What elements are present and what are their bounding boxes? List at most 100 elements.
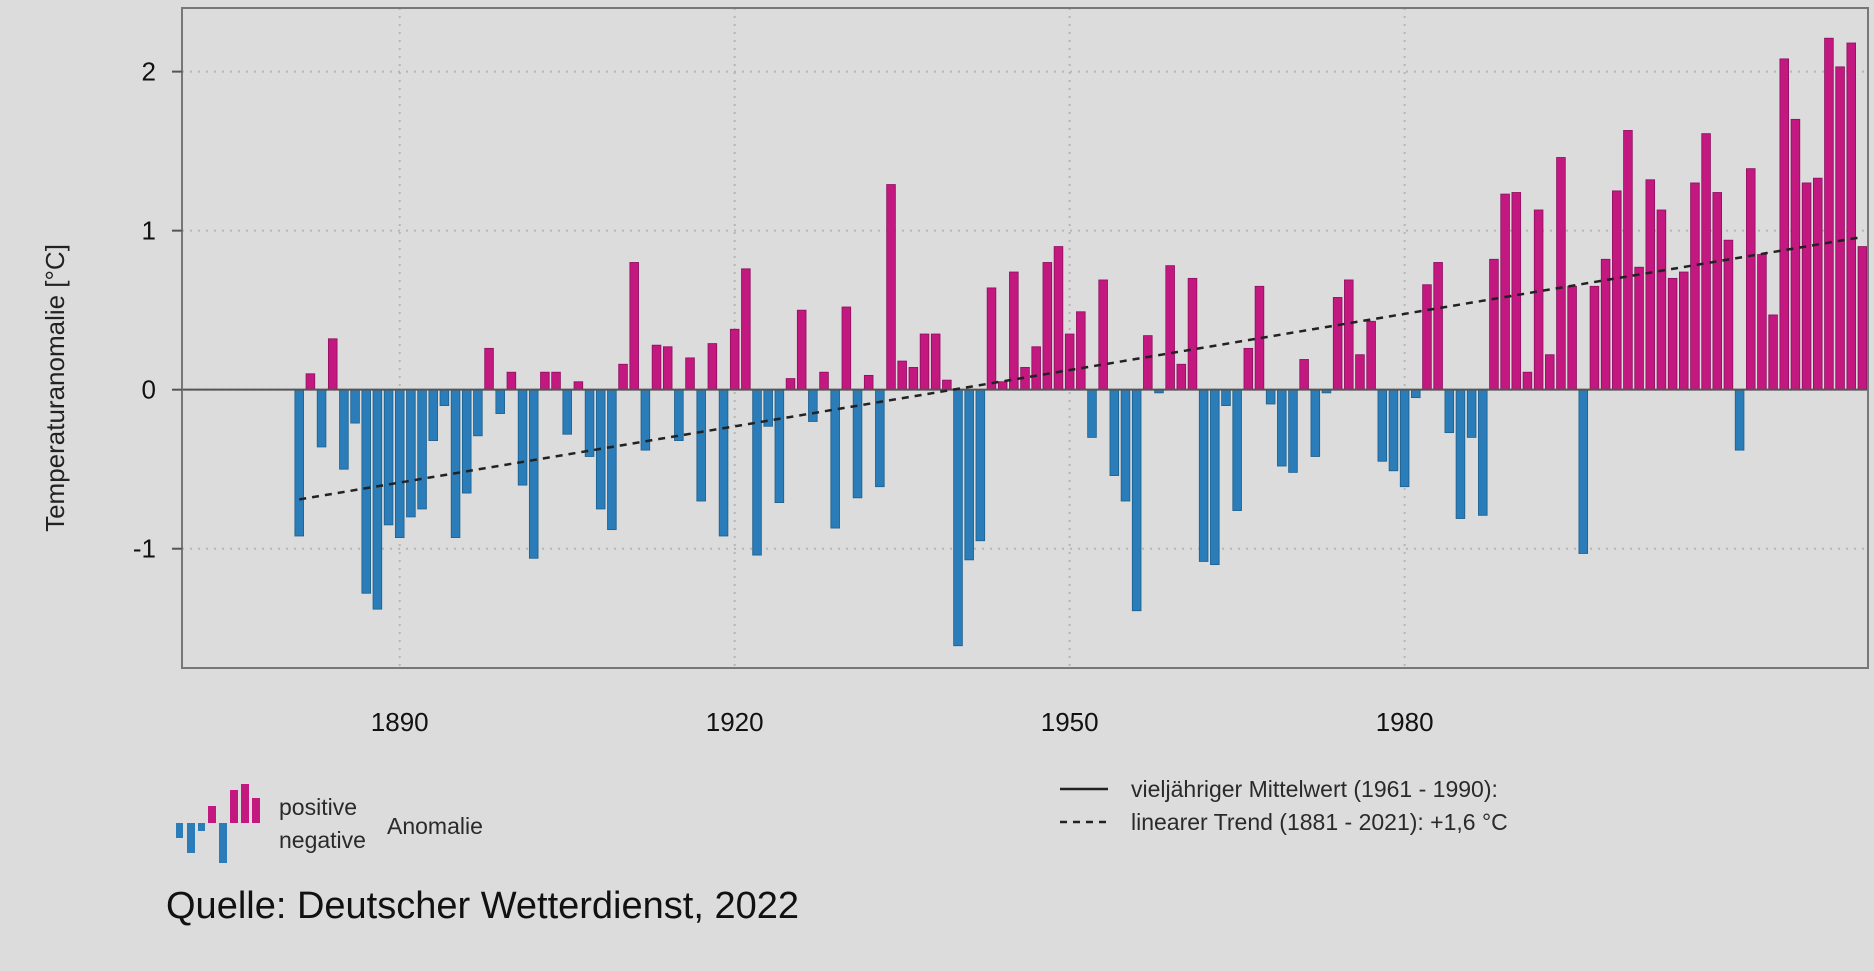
bar-1979 [1388, 389, 1399, 472]
bar-1993 [1545, 354, 1555, 391]
bar-1976 [1355, 354, 1365, 391]
bar-1933 [875, 389, 885, 488]
bar-1965 [1232, 389, 1242, 511]
legend-mean-label: vieljähriger Mittelwert (1961 - 1990): [1131, 776, 1498, 802]
bar-1895 [450, 389, 461, 538]
bar-1886 [350, 389, 360, 424]
bar-1974 [1332, 297, 1343, 391]
bar-1957 [1143, 335, 1153, 391]
bar-1930 [841, 306, 852, 391]
bar-1891 [406, 389, 416, 518]
bar-1963 [1210, 389, 1220, 566]
bar-2011 [1746, 168, 1756, 391]
y-tick-label: -1 [133, 534, 156, 564]
bar-1939 [942, 379, 952, 391]
line-legend: vieljähriger Mittelwert (1961 - 1990): l… [1060, 776, 1508, 835]
bar-1906 [573, 381, 584, 391]
bar-1991 [1522, 371, 1533, 391]
bar-1985 [1455, 389, 1466, 519]
x-tick-label: 1890 [371, 707, 429, 737]
bar-1913 [651, 344, 662, 391]
bar-1938 [930, 333, 941, 391]
bar-1909 [607, 389, 617, 531]
bar-1903 [540, 371, 550, 391]
bar-1904 [551, 371, 561, 391]
y-tick-label: 1 [142, 216, 156, 246]
bar-1924 [774, 389, 785, 504]
bar-1925 [785, 378, 796, 391]
x-tick-label: 1920 [706, 707, 764, 737]
bar-1969 [1277, 389, 1287, 467]
bar-1882 [305, 373, 316, 391]
bar-1996 [1578, 389, 1589, 554]
anomaly-bars [294, 37, 1868, 647]
bar-1989 [1500, 193, 1510, 391]
legend-negative-bar [198, 823, 205, 831]
bar-1937 [919, 333, 930, 391]
anomaly-legend: positive negative Anomalie [176, 784, 483, 863]
bar-1968 [1265, 389, 1276, 405]
bar-2014 [1779, 58, 1790, 391]
bar-1901 [517, 389, 528, 486]
bar-1885 [339, 389, 349, 470]
bar-1971 [1299, 359, 1309, 391]
bar-1981 [1411, 389, 1421, 399]
legend-positive-bar [230, 790, 238, 823]
bar-1959 [1165, 265, 1175, 391]
legend-negative-bar [176, 823, 183, 838]
bar-2008 [1712, 192, 1723, 391]
legend-anomaly-caption: Anomalie [387, 813, 483, 839]
bar-1944 [997, 381, 1008, 391]
bar-2019 [1835, 66, 1845, 391]
bar-1940 [953, 389, 963, 647]
bar-1921 [741, 268, 751, 391]
legend-positive-bar [241, 784, 249, 823]
bar-1951 [1076, 311, 1086, 391]
bar-1896 [461, 389, 472, 494]
bar-1915 [674, 389, 684, 441]
bar-2013 [1768, 314, 1778, 391]
bar-1905 [562, 389, 572, 435]
bar-1892 [417, 389, 427, 510]
bar-2020 [1846, 42, 1857, 391]
bar-2005 [1679, 271, 1689, 391]
bar-2015 [1790, 118, 1801, 391]
bar-2010 [1734, 389, 1745, 451]
bar-1887 [361, 389, 371, 594]
bar-1962 [1198, 389, 1209, 562]
bar-2009 [1723, 239, 1734, 391]
bar-1960 [1176, 363, 1187, 391]
legend-negative-label: negative [279, 827, 366, 853]
bar-1888 [372, 389, 383, 610]
bar-1947 [1031, 346, 1041, 391]
plot-frame [181, 7, 1869, 669]
bar-2002 [1645, 179, 1656, 391]
bar-1918 [707, 343, 718, 391]
bar-1982 [1422, 284, 1432, 391]
bar-1936 [908, 367, 919, 391]
bar-1994 [1556, 157, 1566, 391]
bar-1988 [1489, 258, 1499, 391]
bar-1899 [495, 389, 505, 414]
bar-1900 [506, 371, 517, 391]
anomaly-legend-icon [176, 784, 260, 863]
legend-trend-label: linearer Trend (1881 - 2021): +1,6 °C [1131, 809, 1508, 835]
bar-1955 [1120, 389, 1131, 502]
bar-1902 [528, 389, 539, 559]
bar-1907 [584, 389, 595, 457]
bar-2007 [1701, 133, 1711, 391]
bar-1881 [294, 389, 304, 537]
bar-1964 [1221, 389, 1231, 406]
bar-1943 [986, 287, 997, 391]
bar-1932 [863, 374, 874, 391]
bar-2004 [1667, 277, 1678, 391]
bar-1950 [1064, 333, 1075, 391]
bar-1975 [1344, 279, 1354, 391]
bar-1914 [662, 346, 673, 391]
bar-1980 [1399, 389, 1410, 488]
bar-1966 [1243, 347, 1254, 391]
bar-1948 [1042, 262, 1053, 391]
bar-1917 [696, 389, 706, 502]
bar-1970 [1288, 389, 1298, 473]
bar-1894 [439, 389, 450, 406]
